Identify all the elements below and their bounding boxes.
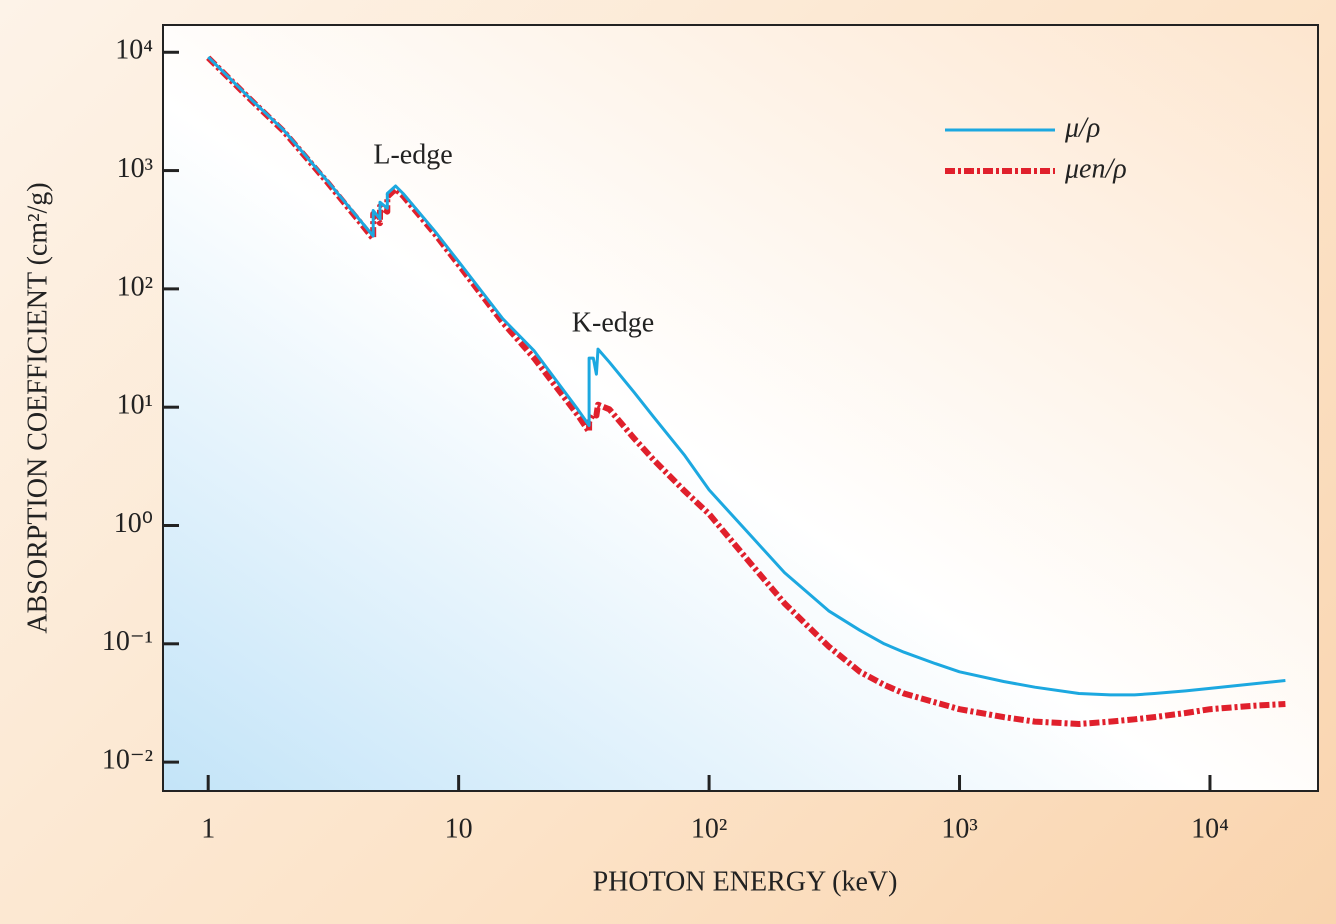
x-tick-label: 10²: [691, 813, 727, 844]
y-tick-label: 10⁰: [114, 508, 153, 539]
series-line: [207, 56, 1286, 697]
plot-area: [162, 24, 1319, 792]
y-tick-label: 10⁻¹: [102, 626, 153, 657]
legend-label: μ/ρ: [1064, 112, 1100, 143]
x-axis-label: PHOTON ENERGY (keV): [593, 866, 898, 897]
legend-label: μen/ρ: [1064, 153, 1127, 184]
y-tick-label: 10²: [117, 271, 153, 302]
y-axis-label: ABSORPTION COEFFICIENT (cm²/g): [22, 182, 53, 633]
x-tick-label: 10³: [941, 813, 977, 844]
annotation: L-edge: [373, 139, 452, 170]
x-tick-label: 1: [201, 813, 215, 844]
y-tick-label: 10⁴: [115, 35, 153, 66]
y-tick-label: 10¹: [117, 390, 153, 421]
annotation: K-edge: [572, 307, 654, 338]
y-tick-label: 10³: [117, 153, 153, 184]
y-tick-label: 10⁻²: [102, 745, 153, 776]
x-tick-label: 10: [445, 813, 473, 844]
x-tick-label: 10⁴: [1191, 813, 1229, 844]
